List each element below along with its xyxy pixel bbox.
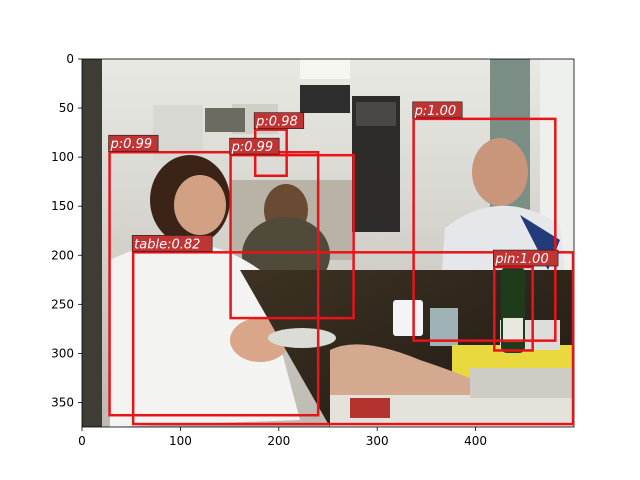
detection-label-table: table:0.82 (131, 235, 213, 252)
label-text: table:0.82 (134, 237, 200, 252)
y-tick-label: 300 (51, 346, 74, 360)
detection-box-p (229, 153, 355, 320)
detection-label-p: p:0.99 (229, 137, 280, 155)
detection-box-p (412, 117, 557, 342)
label-text: p:1.00 (414, 104, 457, 119)
label-text: p:0.98 (255, 115, 298, 130)
x-tick-label: 300 (366, 434, 389, 448)
detection-label-p: p:1.00 (412, 101, 463, 119)
detection-box-table (131, 251, 575, 426)
y-tick-label: 350 (51, 395, 74, 409)
photo-scene (82, 59, 574, 427)
detection-label-p: p:0.98 (253, 112, 305, 130)
x-tick-label: 400 (464, 434, 487, 448)
label-background (229, 137, 280, 155)
y-tick-label: 150 (51, 199, 74, 213)
label-background (412, 101, 463, 119)
label-background (108, 134, 159, 152)
y-tick-label: 50 (59, 101, 74, 115)
detection-label-pin: pin:1.00 (492, 249, 559, 267)
y-tick-label: 200 (51, 248, 74, 262)
label-background (131, 235, 213, 252)
label-text: pin:1.00 (494, 252, 548, 267)
detection-box-p (108, 150, 320, 417)
x-tick-label: 200 (267, 434, 290, 448)
detection-label-p: p:0.99 (108, 134, 159, 152)
y-tick-label: 0 (66, 52, 74, 66)
detection-box-pin (493, 265, 534, 352)
y-tick-label: 100 (51, 150, 74, 164)
label-background (492, 249, 559, 267)
x-tick-label: 0 (78, 434, 86, 448)
label-background (253, 112, 305, 129)
x-tick-label: 100 (169, 434, 192, 448)
label-text: p:0.99 (110, 137, 153, 152)
label-text: p:0.99 (231, 140, 274, 155)
y-tick-label: 250 (51, 297, 74, 311)
plot-frame (81, 58, 575, 428)
